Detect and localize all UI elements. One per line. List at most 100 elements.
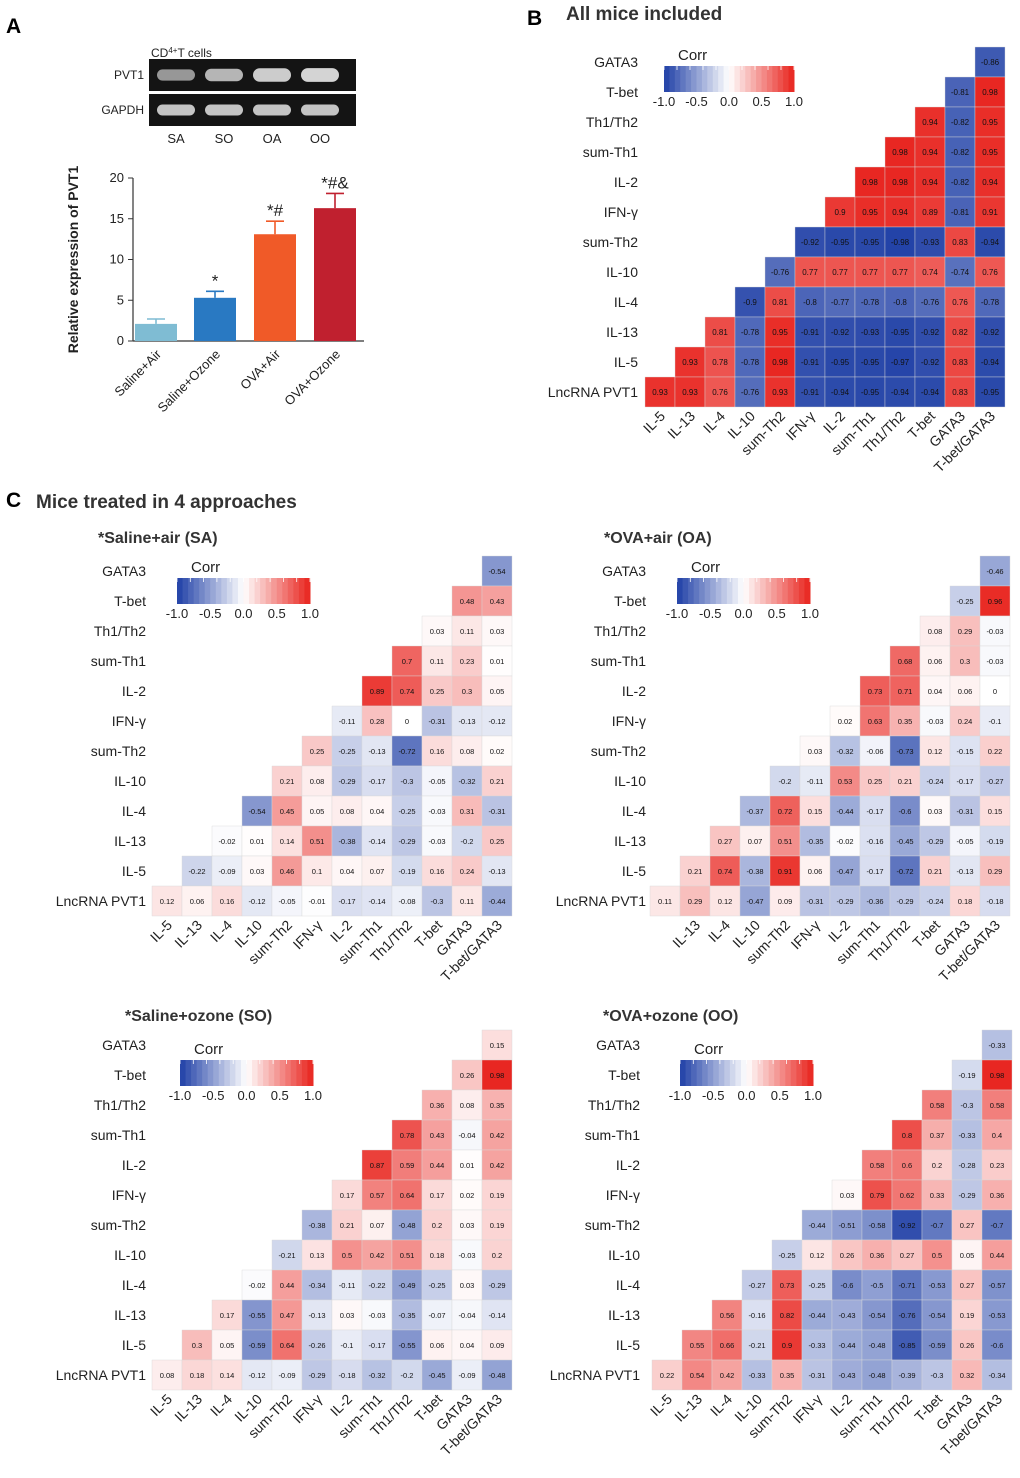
heatmap-cell bbox=[674, 376, 706, 408]
cell-value: 0.83 bbox=[952, 358, 968, 367]
cell-value: -0.78 bbox=[861, 298, 880, 307]
column-label: IFN-γ bbox=[783, 408, 819, 444]
heatmap-cell bbox=[421, 1329, 453, 1361]
cell-value: 0.25 bbox=[310, 747, 325, 756]
legend-gradient-segment bbox=[749, 578, 756, 604]
legend-gradient-segment bbox=[768, 1060, 775, 1086]
heatmap-cell bbox=[451, 645, 483, 677]
legend-tick-label: 1.0 bbox=[804, 1088, 822, 1103]
heatmap-cell bbox=[921, 1269, 953, 1301]
legend-gradient-segment bbox=[282, 578, 289, 604]
legend-gradient-segment bbox=[193, 578, 200, 604]
heatmap-cell bbox=[794, 256, 826, 288]
cell-value: -0.17 bbox=[368, 1341, 385, 1350]
heatmap-cell bbox=[914, 286, 946, 318]
x-tick-label: Saline+Ozone bbox=[155, 347, 224, 416]
heatmap-cell bbox=[949, 765, 981, 797]
cell-value: 0.94 bbox=[892, 208, 908, 217]
cell-value: -0.38 bbox=[338, 837, 355, 846]
cell-value: -0.54 bbox=[868, 1311, 885, 1320]
heatmap-cell bbox=[769, 885, 801, 917]
heatmap-cell bbox=[831, 1269, 863, 1301]
heatmap-cell bbox=[361, 855, 393, 887]
legend-gradient-segment bbox=[724, 1060, 731, 1086]
cell-value: -0.02 bbox=[218, 837, 235, 846]
heatmap-cell bbox=[271, 795, 303, 827]
row-label: IL-5 bbox=[122, 1337, 146, 1353]
heatmap-cell bbox=[829, 825, 861, 857]
heatmap-cell bbox=[771, 1299, 803, 1331]
heatmap-cell bbox=[674, 346, 706, 378]
cell-value: 0.15 bbox=[808, 807, 823, 816]
cell-value: 0.08 bbox=[340, 807, 355, 816]
cell-value: 0.2 bbox=[432, 1221, 442, 1230]
heatmap-cell bbox=[451, 885, 483, 917]
cell-value: 0.01 bbox=[250, 837, 265, 846]
heatmap-cell bbox=[981, 1119, 1013, 1151]
cell-value: 0.45 bbox=[280, 807, 295, 816]
cell-value: -0.29 bbox=[926, 837, 943, 846]
heatmap-cell bbox=[241, 1359, 273, 1391]
heatmap-cell bbox=[921, 1089, 953, 1121]
heatmap-cell bbox=[824, 226, 856, 258]
cell-value: 0.03 bbox=[840, 1191, 855, 1200]
legend-gradient-segment bbox=[783, 66, 790, 92]
cell-value: -0.47 bbox=[836, 867, 853, 876]
cell-value: 0.12 bbox=[160, 897, 175, 906]
legend-gradient-segment bbox=[240, 1060, 247, 1086]
cell-value: -0.29 bbox=[896, 897, 913, 906]
heatmap-cell bbox=[799, 855, 831, 887]
legend-gradient-segment bbox=[707, 1060, 714, 1086]
cell-value: -0.29 bbox=[308, 1371, 325, 1380]
heatmap-ova-ozone: GATA3 T-bet Th1/Th2 sum-Th1 IL-2 IFN-γ sum-Th2… bbox=[550, 1029, 1013, 1458]
heatmap-cell bbox=[361, 1269, 393, 1301]
heatmap-cell bbox=[889, 825, 921, 857]
heatmap-cell bbox=[741, 1299, 773, 1331]
cell-value: 0.31 bbox=[460, 807, 475, 816]
cell-value: 0 bbox=[993, 687, 997, 696]
cell-value: -0.95 bbox=[861, 358, 880, 367]
legend-gradient-segment bbox=[252, 1060, 259, 1086]
cell-value: 0.89 bbox=[370, 687, 385, 696]
row-label: IL-10 bbox=[606, 264, 638, 280]
heatmap-cell bbox=[981, 1269, 1013, 1301]
cell-value: -0.15 bbox=[956, 747, 973, 756]
cell-value: -0.82 bbox=[951, 118, 970, 127]
cell-value: -0.92 bbox=[981, 328, 1000, 337]
cell-value: 0.82 bbox=[780, 1311, 795, 1320]
cell-value: 0.27 bbox=[960, 1221, 975, 1230]
heatmap-cell bbox=[331, 1359, 363, 1391]
row-label: sum-Th2 bbox=[91, 743, 146, 759]
cell-value: -0.92 bbox=[801, 238, 820, 247]
legend-gradient-segment bbox=[712, 66, 719, 92]
cell-value: -0.95 bbox=[891, 328, 910, 337]
cell-value: -0.92 bbox=[921, 358, 940, 367]
legend-gradient-segment bbox=[298, 578, 305, 604]
cell-value: -0.27 bbox=[748, 1281, 765, 1290]
y-tick-label: 5 bbox=[117, 292, 124, 307]
heatmap-cell bbox=[921, 1179, 953, 1211]
heatmap-cell bbox=[854, 376, 886, 408]
heatmap-cell bbox=[824, 316, 856, 348]
heatmap-cell bbox=[861, 1239, 893, 1271]
heatmap-cell bbox=[481, 1359, 513, 1391]
heatmap-cell bbox=[979, 855, 1011, 887]
legend-gradient-segment bbox=[307, 1060, 314, 1086]
legend-gradient-segment bbox=[798, 578, 805, 604]
heatmap-cell bbox=[481, 735, 513, 767]
heatmap-cell bbox=[361, 1179, 393, 1211]
heatmap-cell bbox=[801, 1329, 833, 1361]
heatmap-cell bbox=[944, 136, 976, 168]
cell-value: 0.47 bbox=[280, 1311, 295, 1320]
heatmap-cell bbox=[331, 825, 363, 857]
cell-value: -0.12 bbox=[488, 717, 505, 726]
cell-value: -0.77 bbox=[831, 298, 850, 307]
legend-title: Corr bbox=[694, 1041, 723, 1058]
heatmap-cell bbox=[769, 795, 801, 827]
heatmap-cell bbox=[771, 1239, 803, 1271]
heatmap-cell bbox=[481, 1029, 513, 1061]
heatmap-cell bbox=[891, 1299, 923, 1331]
row-label: LncRNA PVT1 bbox=[56, 893, 146, 909]
row-label: sum-Th1 bbox=[91, 1127, 146, 1143]
cell-value: 0.98 bbox=[862, 178, 878, 187]
